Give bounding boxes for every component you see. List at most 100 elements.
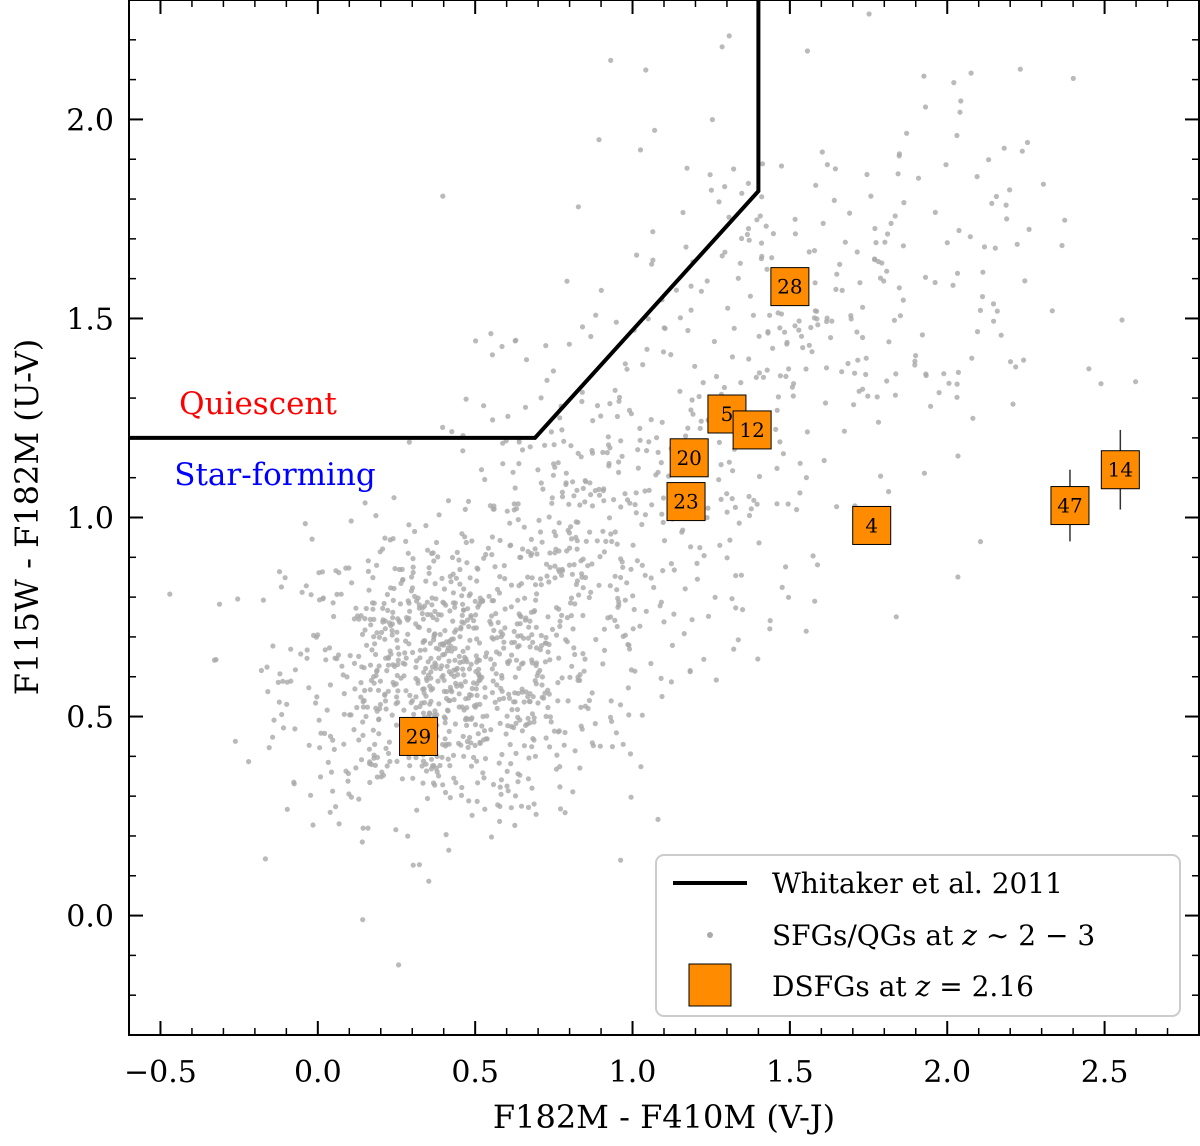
sfg-qg-point <box>634 558 641 564</box>
sfg-qg-point <box>310 822 316 828</box>
sfg-qg-point <box>416 862 422 868</box>
sfg-qg-point <box>735 637 741 643</box>
sfg-qg-point <box>515 517 521 523</box>
sfg-qg-point <box>461 607 467 613</box>
sfg-qg-point <box>574 578 581 584</box>
sfg-qg-point <box>547 657 553 663</box>
sfg-qg-point <box>1010 401 1016 407</box>
sfg-qg-point <box>420 710 427 716</box>
sfg-qg-point <box>1086 366 1092 372</box>
sfg-qg-point <box>732 504 739 510</box>
sfg-qg-point <box>738 572 745 578</box>
sfg-qg-point <box>635 465 641 471</box>
sfg-qg-point <box>648 417 654 423</box>
sfg-qg-point <box>513 506 520 512</box>
sfg-qg-point <box>458 681 464 687</box>
sfg-qg-point <box>764 266 770 272</box>
sfg-qg-point <box>634 252 640 258</box>
sfg-qg-point <box>977 539 984 545</box>
sfg-qg-point <box>323 657 329 663</box>
sfg-qg-point <box>465 498 472 504</box>
dsfg-marker: 29 <box>399 716 439 756</box>
sfg-qg-point <box>531 719 537 725</box>
sfg-qg-point <box>394 637 400 643</box>
sfg-qg-point <box>429 602 435 608</box>
sfg-qg-point <box>1013 364 1019 370</box>
sfg-qg-point <box>494 635 500 641</box>
dsfg-marker: 14 <box>1100 429 1140 510</box>
sfg-qg-point <box>824 318 830 325</box>
sfg-qg-point <box>632 502 638 508</box>
sfg-qg-point <box>331 746 337 753</box>
sfg-qg-point <box>481 403 487 409</box>
sfg-qg-point <box>635 447 641 453</box>
sfg-qg-point <box>587 529 593 535</box>
sfg-qg-point <box>453 575 459 581</box>
sfg-qg-point <box>583 538 589 544</box>
sfg-qg-point <box>483 551 489 558</box>
sfg-qg-point <box>885 231 891 237</box>
sfg-qg-point <box>372 741 378 748</box>
sfg-qg-point <box>456 740 462 747</box>
sfg-qg-point <box>704 515 710 521</box>
sfg-qg-point <box>756 370 763 376</box>
sfg-qg-point <box>433 665 439 671</box>
sfg-qg-point <box>354 704 360 711</box>
sfg-qg-point <box>785 501 791 507</box>
sfg-qg-point <box>472 722 479 728</box>
sfg-qg-point <box>588 333 594 340</box>
sfg-qg-point <box>369 647 375 653</box>
legend-entry-dsfgs: DSFGs at z = 2.16 <box>772 970 1034 1003</box>
sfg-qg-point <box>384 591 390 598</box>
sfg-qg-point <box>625 685 631 691</box>
sfg-qg-point <box>631 606 637 613</box>
sfg-qg-point <box>511 628 517 635</box>
sfg-qg-point <box>511 639 518 645</box>
sfg-qg-point <box>730 468 736 474</box>
sfg-qg-point <box>733 573 739 579</box>
sfg-qg-point <box>754 501 760 507</box>
sfg-qg-point <box>341 741 347 747</box>
sfg-qg-point <box>637 437 643 443</box>
sfg-qg-point <box>797 460 803 466</box>
sfg-qg-point <box>343 565 349 571</box>
sfg-qg-point <box>385 688 391 694</box>
sfg-qg-point <box>444 648 451 654</box>
sfg-qg-point <box>413 755 419 761</box>
sfg-qg-point <box>541 695 547 701</box>
sfg-qg-point <box>420 780 426 786</box>
sfg-qg-point <box>822 400 829 406</box>
sfg-qg-point <box>452 657 458 663</box>
sfg-qg-point <box>719 253 725 259</box>
sfg-qg-point <box>604 450 610 456</box>
sfg-qg-point <box>441 677 447 683</box>
sfg-qg-point <box>875 258 881 265</box>
sfg-qg-point <box>428 669 434 675</box>
sfg-qg-point <box>626 712 632 718</box>
sfg-qg-point <box>479 723 485 729</box>
sfg-qg-point <box>415 595 421 601</box>
sfg-qg-point <box>954 394 960 400</box>
sfg-qg-point <box>478 467 485 473</box>
sfg-qg-point <box>462 679 468 685</box>
sfg-qg-point <box>698 418 704 424</box>
sfg-qg-point <box>803 366 809 372</box>
sfg-qg-point <box>970 415 976 421</box>
sfg-qg-point <box>211 657 218 663</box>
sfg-qg-point <box>539 682 545 688</box>
sfg-qg-point <box>395 657 401 663</box>
sfg-qg-point <box>851 402 857 408</box>
dsfg-id-label: 29 <box>406 724 431 748</box>
sfg-qg-point <box>446 658 452 664</box>
sfg-qg-point <box>497 720 503 727</box>
sfg-qg-point <box>465 645 471 651</box>
sfg-qg-point <box>276 569 283 575</box>
sfg-qg-point <box>1003 202 1009 208</box>
sfg-qg-point <box>746 356 752 362</box>
sfg-qg-point <box>687 668 693 674</box>
sfg-qg-point <box>450 618 456 624</box>
sfg-qg-point <box>516 643 522 649</box>
sfg-qg-point <box>873 240 879 246</box>
sfg-qg-point <box>649 502 655 508</box>
sfg-qg-point <box>688 283 694 289</box>
